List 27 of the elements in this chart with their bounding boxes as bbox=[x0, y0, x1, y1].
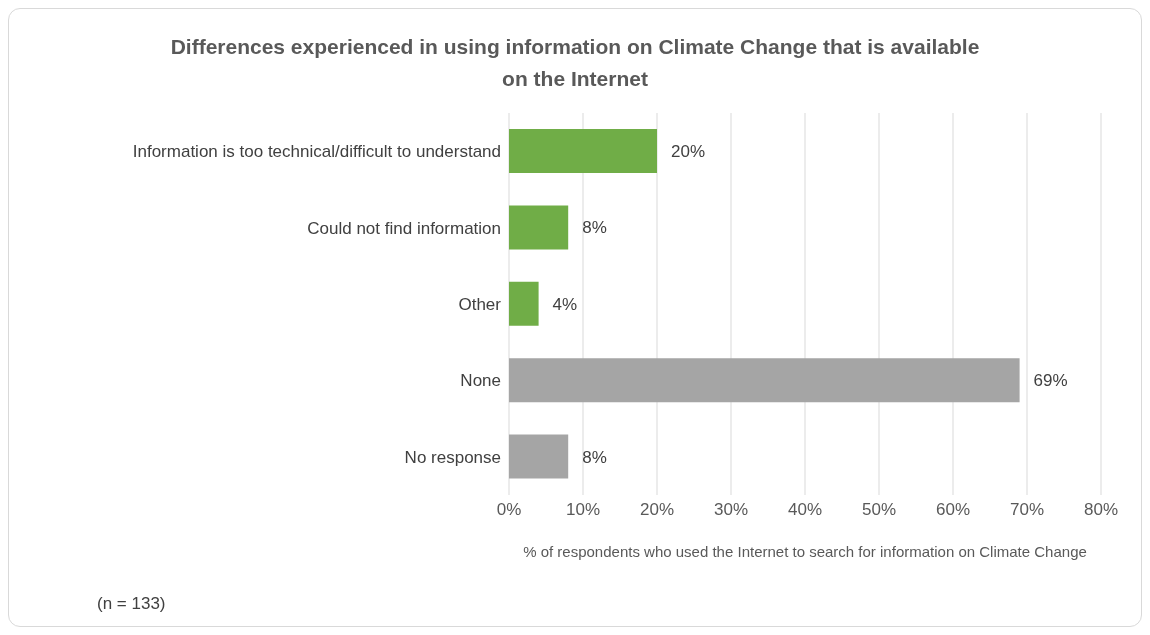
x-tick-label: 60% bbox=[935, 500, 971, 520]
data-label: 4% bbox=[552, 294, 578, 314]
text: (n = 133) bbox=[97, 594, 166, 614]
y-tick-label: None bbox=[460, 371, 501, 391]
y-tick-label: Other bbox=[458, 295, 502, 315]
bar bbox=[509, 434, 569, 479]
bar bbox=[509, 281, 539, 326]
data-label: 8% bbox=[582, 447, 607, 467]
x-tick-label: 40% bbox=[787, 500, 823, 520]
x-tick-label: 80% bbox=[1083, 500, 1119, 520]
data-label: 20% bbox=[671, 142, 706, 162]
bar bbox=[509, 205, 569, 250]
x-tick-label: 70% bbox=[1009, 500, 1045, 520]
x-axis-title: % of respondents who used the Internet to search for information on Climate Change bbox=[523, 543, 1087, 560]
y-tick-label: No response bbox=[404, 447, 501, 467]
y-tick-label: Could not find information bbox=[307, 218, 501, 238]
bar bbox=[509, 358, 1020, 403]
x-tick-label: 10% bbox=[565, 500, 601, 520]
x-tick-label: 20% bbox=[639, 500, 675, 520]
x-tick-label: 50% bbox=[861, 500, 897, 520]
bar bbox=[509, 129, 657, 173]
data-label: 69% bbox=[1033, 371, 1068, 391]
x-tick-label: 0% bbox=[496, 500, 522, 520]
data-label: 8% bbox=[582, 218, 607, 238]
x-tick-label: 30% bbox=[713, 500, 749, 520]
chart-title: Differences experienced in using information on Climate Change that is available on the Internet bbox=[169, 34, 981, 92]
y-tick-label: Information is too technical/difficult to understand bbox=[132, 142, 501, 162]
